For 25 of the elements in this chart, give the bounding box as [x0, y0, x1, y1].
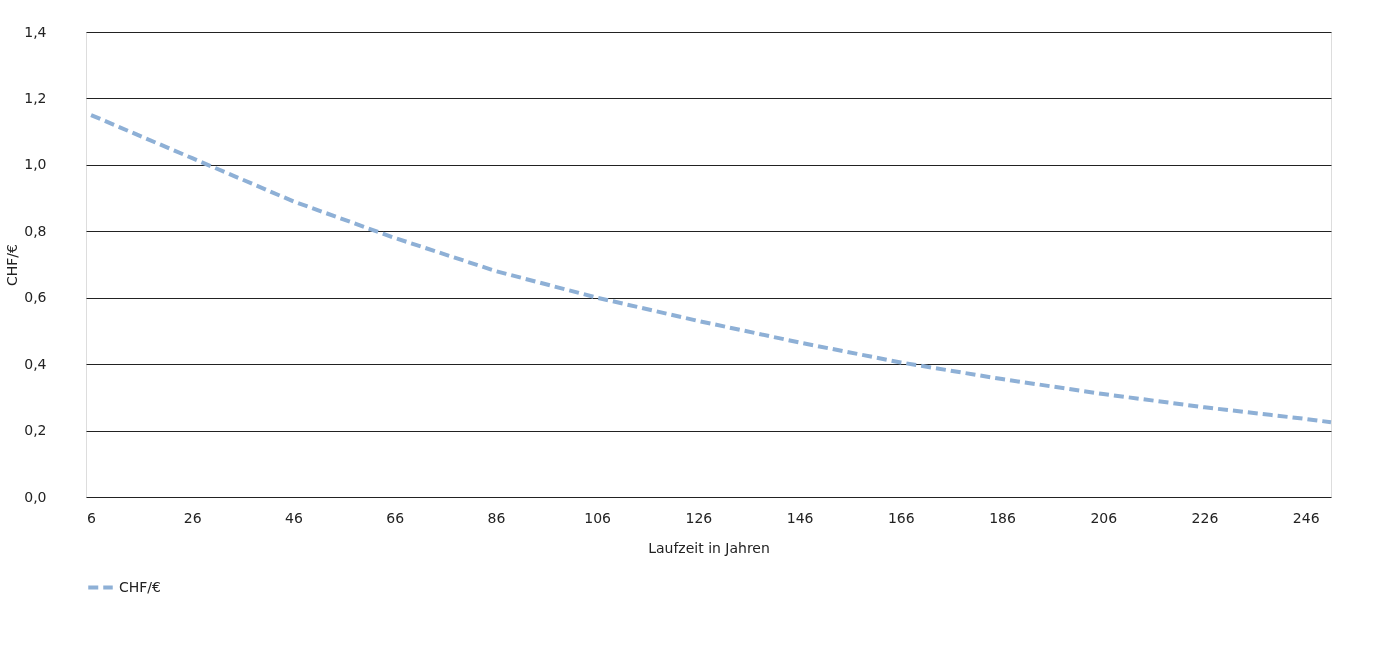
x-tick-label: 66: [386, 509, 405, 526]
x-tick-label: 226: [1191, 509, 1219, 526]
y-tick-label: 1,0: [24, 156, 47, 173]
legend-label: CHF/€: [119, 578, 161, 595]
y-tick-label: 0,0: [24, 488, 47, 505]
x-tick-label: 166: [887, 509, 915, 526]
x-tick-label: 106: [584, 509, 612, 526]
x-tick-label: 126: [685, 509, 713, 526]
x-tick-label: 186: [989, 509, 1016, 526]
x-tick-label: 46: [285, 509, 303, 526]
y-tick-label: 1,2: [24, 89, 47, 106]
y-tick-label: 0,8: [24, 222, 47, 239]
y-tick-label: 0,2: [24, 422, 47, 439]
x-tick-label: 6: [87, 509, 97, 526]
x-tick-label: 146: [786, 509, 814, 526]
y-axis-title: CHF/€: [4, 244, 21, 286]
x-tick-label: 86: [487, 509, 506, 526]
y-tick-label: 1,4: [24, 23, 47, 40]
x-axis-title: Laufzeit in Jahren: [648, 539, 770, 556]
x-tick-label: 26: [183, 509, 202, 526]
x-tick-label: 206: [1090, 509, 1118, 526]
x-tick-label: 246: [1292, 509, 1320, 526]
y-tick-label: 0,6: [24, 289, 47, 306]
line-series: [89, 113, 1333, 425]
y-tick-label: 0,4: [24, 355, 47, 372]
